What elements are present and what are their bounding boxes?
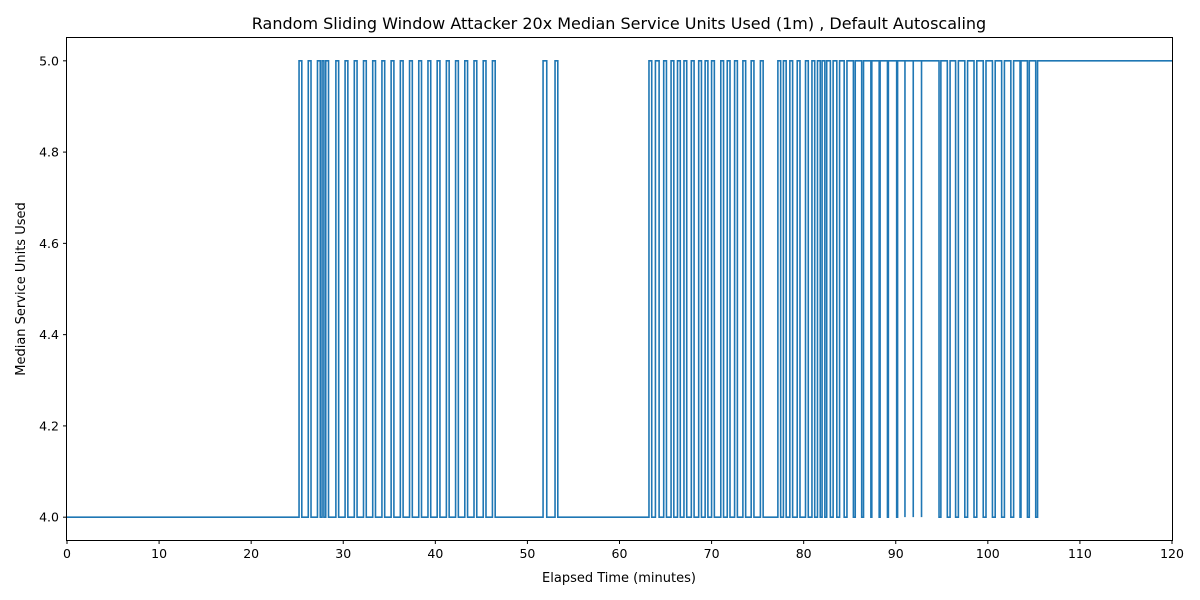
plot-frame [66,37,1173,541]
x-axis: 0 10 20 30 40 50 60 70 80 90 100 110 120 [63,540,1184,561]
x-tick-label: 100 [976,546,1000,561]
x-tick-label: 0 [63,546,71,561]
x-tick-label: 10 [151,546,167,561]
chart-title: Random Sliding Window Attacker 20x Media… [252,14,986,33]
series-line [67,60,1172,518]
x-tick-label: 60 [612,546,628,561]
x-tick-label: 20 [243,546,259,561]
x-tick-label: 30 [335,546,351,561]
y-tick-label: 4.2 [39,418,59,433]
x-tick-label: 50 [519,546,535,561]
y-axis: 4.0 4.2 4.4 4.6 4.8 5.0 [39,53,67,525]
y-tick-label: 4.0 [39,510,59,525]
x-tick-label: 120 [1160,546,1184,561]
y-tick-label: 4.8 [39,145,59,160]
y-tick-label: 5.0 [39,53,59,68]
y-axis-label: Median Service Units Used [14,202,29,376]
x-tick-label: 110 [1068,546,1092,561]
y-tick-label: 4.6 [39,236,59,251]
x-tick-label: 70 [704,546,720,561]
x-tick-label: 40 [427,546,443,561]
y-tick-label: 4.4 [39,327,59,342]
x-tick-label: 80 [796,546,812,561]
x-axis-label: Elapsed Time (minutes) [542,571,696,586]
x-tick-label: 90 [888,546,904,561]
plot-area [66,37,1173,541]
